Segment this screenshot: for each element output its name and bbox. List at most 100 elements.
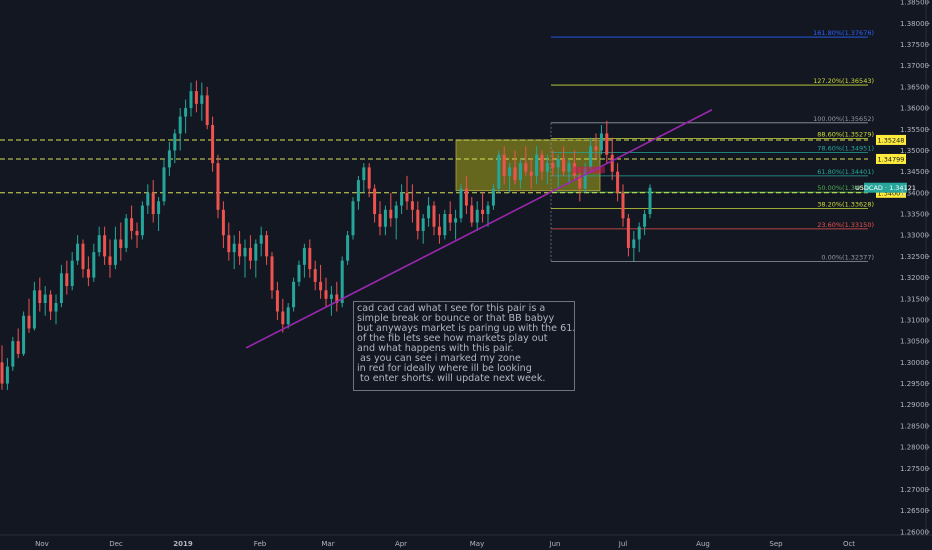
fib-level-label: 38.20%(1.33628)	[817, 201, 874, 209]
candle-body	[475, 209, 479, 223]
price-tag-box	[876, 187, 906, 198]
candle-body	[502, 154, 506, 176]
candle-body	[232, 243, 236, 253]
x-tick-label: Oct	[843, 540, 855, 548]
candle-body	[324, 290, 328, 299]
current-price-label: USDCAD · 1.34121	[855, 184, 916, 192]
candle-body	[535, 154, 539, 176]
note-line: to enter shorts. will update next week.	[357, 373, 546, 384]
candle-body	[599, 133, 603, 151]
y-tick-label: 1.35000	[900, 147, 929, 155]
price-tag-label: 1.35248	[878, 136, 905, 144]
candle-body	[464, 188, 468, 206]
note-line: of the fib lets see how markets play out	[357, 333, 548, 344]
candle-body	[378, 214, 382, 227]
candle-body	[297, 264, 301, 282]
candle-body	[281, 311, 285, 325]
y-tick-label: 1.36500	[900, 83, 929, 91]
x-tick-label: Nov	[35, 540, 49, 548]
price-tag-label: 1.34001	[878, 189, 905, 197]
ascending-trendline	[245, 109, 713, 349]
candle-body	[367, 167, 371, 189]
candle-body	[32, 290, 36, 329]
candle-body	[49, 294, 53, 312]
candle-body	[5, 366, 9, 384]
note-line: as you can see i marked my zone	[357, 353, 521, 364]
candle-body	[178, 116, 182, 134]
candle-body	[319, 281, 323, 291]
candle-body	[529, 171, 533, 176]
note-line: in red for ideally where ill be looking	[357, 363, 532, 374]
candle-body	[335, 294, 339, 304]
candle-body	[448, 214, 452, 223]
candle-body	[454, 218, 458, 223]
candle-body	[626, 218, 630, 248]
candle-body	[238, 243, 242, 257]
price-tag-box	[876, 153, 906, 164]
note-line: cad cad cad what I see for this pair is …	[357, 303, 546, 314]
candle-body	[0, 362, 4, 384]
current-price-tag	[864, 182, 907, 193]
candle-body	[556, 158, 560, 168]
candle-body	[524, 163, 528, 172]
y-tick-label: 1.30500	[900, 338, 929, 346]
y-tick-label: 1.34500	[900, 168, 929, 176]
fib-level-label: 127.20%(1.36543)	[813, 77, 874, 85]
candle-body	[173, 133, 177, 151]
y-tick-label: 1.37000	[900, 62, 929, 70]
x-tick-label: Aug	[696, 540, 710, 548]
price-tag-box	[876, 134, 906, 145]
fib-level-label: 88.60%(1.35279)	[817, 131, 874, 139]
x-tick-label: Sep	[769, 540, 783, 548]
fib-level-label: 61.80%(1.34401)	[817, 168, 874, 176]
candle-body	[632, 239, 636, 248]
candle-body	[27, 315, 31, 329]
y-tick-label: 1.33000	[900, 232, 929, 240]
candle-body	[562, 158, 566, 172]
y-tick-label: 1.34000	[900, 189, 929, 197]
candle-body	[86, 269, 90, 278]
trade-idea-note[interactable]: cad cad cad what I see for this pair is …	[353, 301, 575, 391]
candle-body	[124, 218, 128, 248]
x-tick-label: Feb	[254, 540, 267, 548]
y-tick-label: 1.29500	[900, 380, 929, 388]
candle-body	[583, 167, 587, 189]
candle-body	[427, 205, 431, 219]
candle-body	[578, 175, 582, 189]
fib-level-label: 0.00%(1.32377)	[821, 254, 874, 262]
candle-body	[151, 192, 155, 215]
candle-body	[481, 209, 485, 215]
candle-body	[383, 209, 387, 227]
candle-body	[54, 303, 58, 312]
candle-body	[437, 226, 441, 236]
candle-body	[275, 290, 279, 312]
candle-body	[589, 146, 593, 168]
x-tick-label: Dec	[109, 540, 123, 548]
candle-body	[92, 252, 96, 278]
candle-body	[200, 95, 204, 104]
candle-body	[302, 247, 306, 265]
candle-body	[410, 201, 414, 210]
red-marked-zone	[573, 166, 605, 174]
candle-body	[119, 239, 123, 248]
candle-body	[157, 201, 161, 215]
candle-body	[254, 243, 258, 261]
price-tag-label: 1.34799	[878, 155, 905, 163]
candle-body	[416, 209, 420, 231]
candle-body	[243, 247, 247, 257]
y-tick-label: 1.27000	[900, 486, 929, 494]
x-tick-label: Mar	[321, 540, 334, 548]
y-tick-label: 1.29000	[900, 401, 929, 409]
candle-body	[65, 273, 69, 287]
candle-body	[162, 167, 166, 202]
fib-level-label: 50.00%(1.34015)	[817, 184, 874, 192]
candle-body	[432, 205, 436, 227]
candle-body	[59, 273, 63, 304]
candle-body	[146, 192, 150, 206]
candle-body	[421, 218, 425, 231]
candle-body	[389, 209, 393, 219]
candle-body	[637, 226, 641, 240]
y-tick-label: 1.35500	[900, 126, 929, 134]
candle-body	[38, 290, 42, 304]
